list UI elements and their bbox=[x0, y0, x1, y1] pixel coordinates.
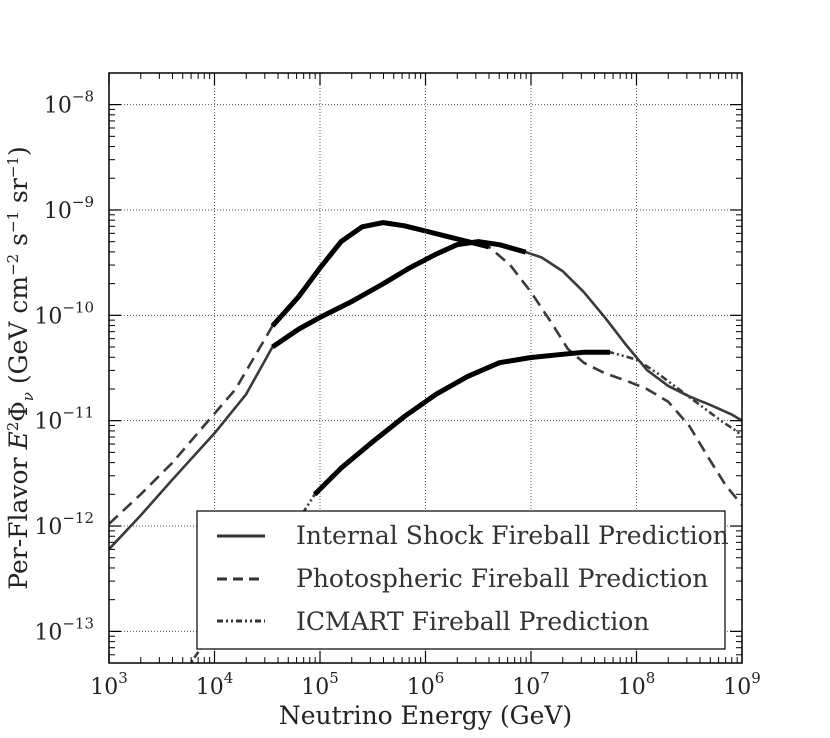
legend-label-icmart: ICMART Fireball Prediction bbox=[296, 607, 649, 636]
y-tick-label: 10−8 bbox=[44, 88, 94, 119]
x-tick-label: 107 bbox=[512, 669, 550, 700]
legend-box bbox=[196, 510, 726, 650]
x-tick-label: 103 bbox=[90, 669, 128, 700]
y-label-exp2: 2 bbox=[4, 422, 22, 432]
x-tick-label: 108 bbox=[618, 669, 656, 700]
y-label-units-close: ) bbox=[4, 146, 33, 156]
x-tick-label: 109 bbox=[723, 669, 761, 700]
legend: Internal Shock Fireball Prediction Photo… bbox=[196, 510, 729, 650]
y-axis-label: Per-Flavor E2Φν (GeV cm−2 s−1 sr−1) bbox=[4, 146, 37, 589]
y-label-s: s bbox=[4, 233, 33, 254]
series-thick-segment-icmart-fireball-prediction bbox=[312, 349, 611, 497]
y-tick-label: 10−10 bbox=[34, 298, 94, 329]
y-tick-label: 10−11 bbox=[34, 404, 94, 435]
x-axis-label: Neutrino Energy (GeV) bbox=[279, 701, 572, 730]
y-label-e: E bbox=[4, 431, 33, 450]
series-thick-segment-photospheric-fireball-prediction bbox=[270, 220, 490, 328]
y-label-phi: Φ bbox=[4, 401, 33, 422]
y-label-prefix: Per-Flavor bbox=[4, 450, 33, 590]
y-label-nu: ν bbox=[19, 392, 37, 401]
y-tick-label: 10−13 bbox=[34, 614, 94, 645]
y-tick-label: 10−12 bbox=[34, 509, 94, 540]
tick-labels: 103 104 105 106 107 108 109 10−13 10−12 10−11 10−1… bbox=[34, 88, 760, 700]
series-thick-segment-internal-shock-fireball-prediction bbox=[271, 239, 527, 349]
x-tick-label: 105 bbox=[301, 669, 339, 700]
y-label-sr: sr bbox=[4, 178, 33, 211]
ticks bbox=[108, 73, 743, 663]
legend-label-internal-shock: Internal Shock Fireball Prediction bbox=[296, 521, 729, 550]
x-tick-label: 106 bbox=[407, 669, 445, 700]
x-tick-label: 104 bbox=[196, 669, 234, 700]
series-line-internal-shock-fireball-prediction bbox=[109, 240, 742, 551]
y-label-exp-neg2: −2 bbox=[4, 254, 22, 276]
y-label-exp-neg1-a: −1 bbox=[4, 211, 22, 233]
legend-label-photospheric: Photospheric Fireball Prediction bbox=[296, 564, 708, 593]
y-label-units-open: (GeV cm bbox=[4, 276, 33, 392]
y-tick-label: 10−9 bbox=[44, 193, 94, 224]
y-label-exp-neg1-b: −1 bbox=[4, 156, 22, 178]
